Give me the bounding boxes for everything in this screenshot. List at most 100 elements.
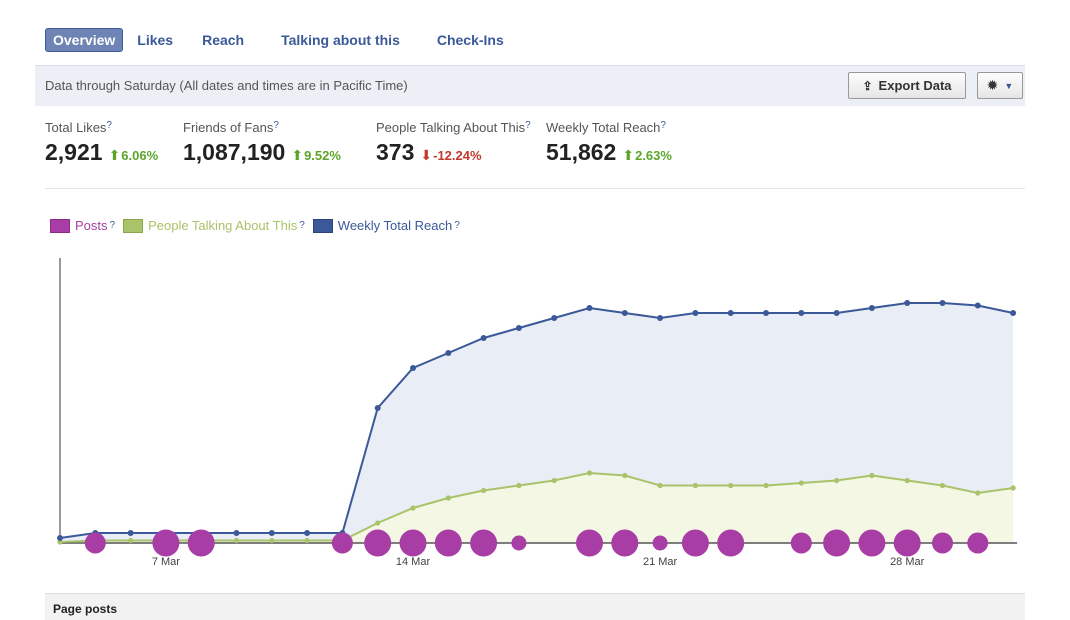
help-icon[interactable]: ? xyxy=(109,220,116,231)
help-icon[interactable]: ? xyxy=(454,220,460,231)
x-tick-label: 28 Mar xyxy=(890,556,925,568)
post-bubble xyxy=(893,529,921,557)
talking-point xyxy=(763,482,769,489)
metric-label: Friends of Fans xyxy=(183,120,274,135)
post-bubble xyxy=(611,529,639,557)
legend-item-talking[interactable]: People Talking About This? xyxy=(123,218,305,233)
tab-reach[interactable]: Reach xyxy=(202,32,245,48)
post-bubble xyxy=(434,529,462,557)
talking-point xyxy=(269,537,275,544)
talking-area xyxy=(60,473,1014,543)
reach-point xyxy=(586,305,593,311)
legend-label-posts: Posts xyxy=(75,218,108,233)
talking-point xyxy=(798,480,804,486)
talking-point xyxy=(375,520,381,526)
post-bubble xyxy=(470,529,498,557)
post-bubble xyxy=(717,529,745,557)
talking-line xyxy=(59,471,1014,543)
talking-point xyxy=(975,490,981,496)
reach-point xyxy=(727,310,734,316)
metric-change: 9.52% xyxy=(304,148,341,163)
talking-point xyxy=(233,537,240,544)
reach-point xyxy=(1010,310,1017,316)
talking-point xyxy=(728,482,734,489)
metric-change: 2.63% xyxy=(635,148,672,163)
post-bubble xyxy=(681,529,709,557)
reach-point xyxy=(551,315,558,321)
metric-value: 51,862 xyxy=(546,139,617,165)
reach-point xyxy=(904,300,911,306)
reach-point xyxy=(127,530,134,536)
talking-point xyxy=(410,505,416,511)
reach-line xyxy=(59,302,1014,539)
post-bubble xyxy=(932,532,953,554)
tab-overview[interactable]: Overview xyxy=(45,28,124,52)
reach-point xyxy=(57,535,63,541)
metric-label: People Talking About This xyxy=(376,120,526,135)
talking-point xyxy=(622,472,628,479)
post-bubble xyxy=(364,529,392,557)
talking-point xyxy=(692,482,699,489)
help-icon[interactable]: ? xyxy=(660,120,666,131)
post-bubble xyxy=(152,529,180,557)
reach-point xyxy=(621,310,628,316)
talking-point xyxy=(481,487,487,494)
reach-point xyxy=(374,405,381,411)
chevron-down-icon: ▼ xyxy=(1004,80,1014,91)
post-bubble xyxy=(331,532,353,554)
arrow-up-icon: ⬆ xyxy=(108,147,121,163)
reach-point xyxy=(410,365,416,371)
help-icon[interactable]: ? xyxy=(273,120,279,131)
reach-point xyxy=(304,530,311,536)
talking-point xyxy=(551,477,557,484)
tab-check-ins[interactable]: Check-Ins xyxy=(436,32,504,48)
metric-weekly-total-reach: Weekly Total Reach? 51,862 ⬆ 2.63% xyxy=(546,120,672,166)
help-icon[interactable]: ? xyxy=(106,120,112,131)
chart-legend: Posts? People Talking About This? Weekly… xyxy=(50,218,468,233)
x-tick-label: 21 Mar xyxy=(643,556,678,568)
reach-point xyxy=(939,300,946,306)
post-bubble xyxy=(967,532,989,554)
export-data-button[interactable]: ⇪ Export Data xyxy=(848,72,966,99)
reach-point xyxy=(515,325,522,331)
post-bubble xyxy=(84,532,106,554)
page-posts-header: Page posts xyxy=(45,593,1025,620)
legend-swatch-reach xyxy=(312,218,333,233)
post-bubble xyxy=(399,529,427,557)
tab-bar: Overview Likes Reach Talking about this … xyxy=(45,28,533,52)
reach-point xyxy=(480,335,487,341)
legend-label-reach: Weekly Total Reach xyxy=(337,218,453,233)
arrow-up-icon: ⬆ xyxy=(622,147,635,163)
legend-item-reach[interactable]: Weekly Total Reach? xyxy=(312,218,460,233)
help-icon[interactable]: ? xyxy=(299,220,305,231)
metric-value: 373 xyxy=(376,139,415,165)
export-data-label: Export Data xyxy=(878,78,952,93)
legend-swatch-posts xyxy=(50,218,70,233)
help-icon[interactable]: ? xyxy=(525,120,531,131)
tab-likes[interactable]: Likes xyxy=(137,32,174,48)
reach-point xyxy=(233,530,240,536)
legend-label-talking: People Talking About This xyxy=(148,218,298,233)
talking-point xyxy=(304,537,310,544)
reach-point xyxy=(974,302,981,309)
reach-area xyxy=(60,303,1014,543)
reach-point xyxy=(268,530,275,536)
toolbar: Data through Saturday (All dates and tim… xyxy=(35,65,1025,106)
post-bubble xyxy=(652,535,668,551)
reach-point xyxy=(657,315,664,321)
metric-total-likes: Total Likes? 2,921 ⬆ 6.06% xyxy=(45,120,158,166)
post-bubble xyxy=(576,529,603,557)
metric-value: 2,921 xyxy=(45,139,103,165)
talking-point xyxy=(904,477,910,484)
legend-item-posts[interactable]: Posts? xyxy=(50,218,115,233)
reach-point xyxy=(763,310,769,316)
talking-point xyxy=(1010,485,1016,491)
page-posts-title: Page posts xyxy=(53,602,118,616)
reach-point xyxy=(868,305,875,311)
metric-label: Weekly Total Reach xyxy=(546,120,661,135)
reach-point xyxy=(798,310,805,316)
settings-dropdown-button[interactable]: ✹ ▼ xyxy=(977,72,1023,99)
reach-point xyxy=(445,350,452,356)
divider xyxy=(45,188,1025,189)
tab-talking-about-this[interactable]: Talking about this xyxy=(281,32,400,48)
